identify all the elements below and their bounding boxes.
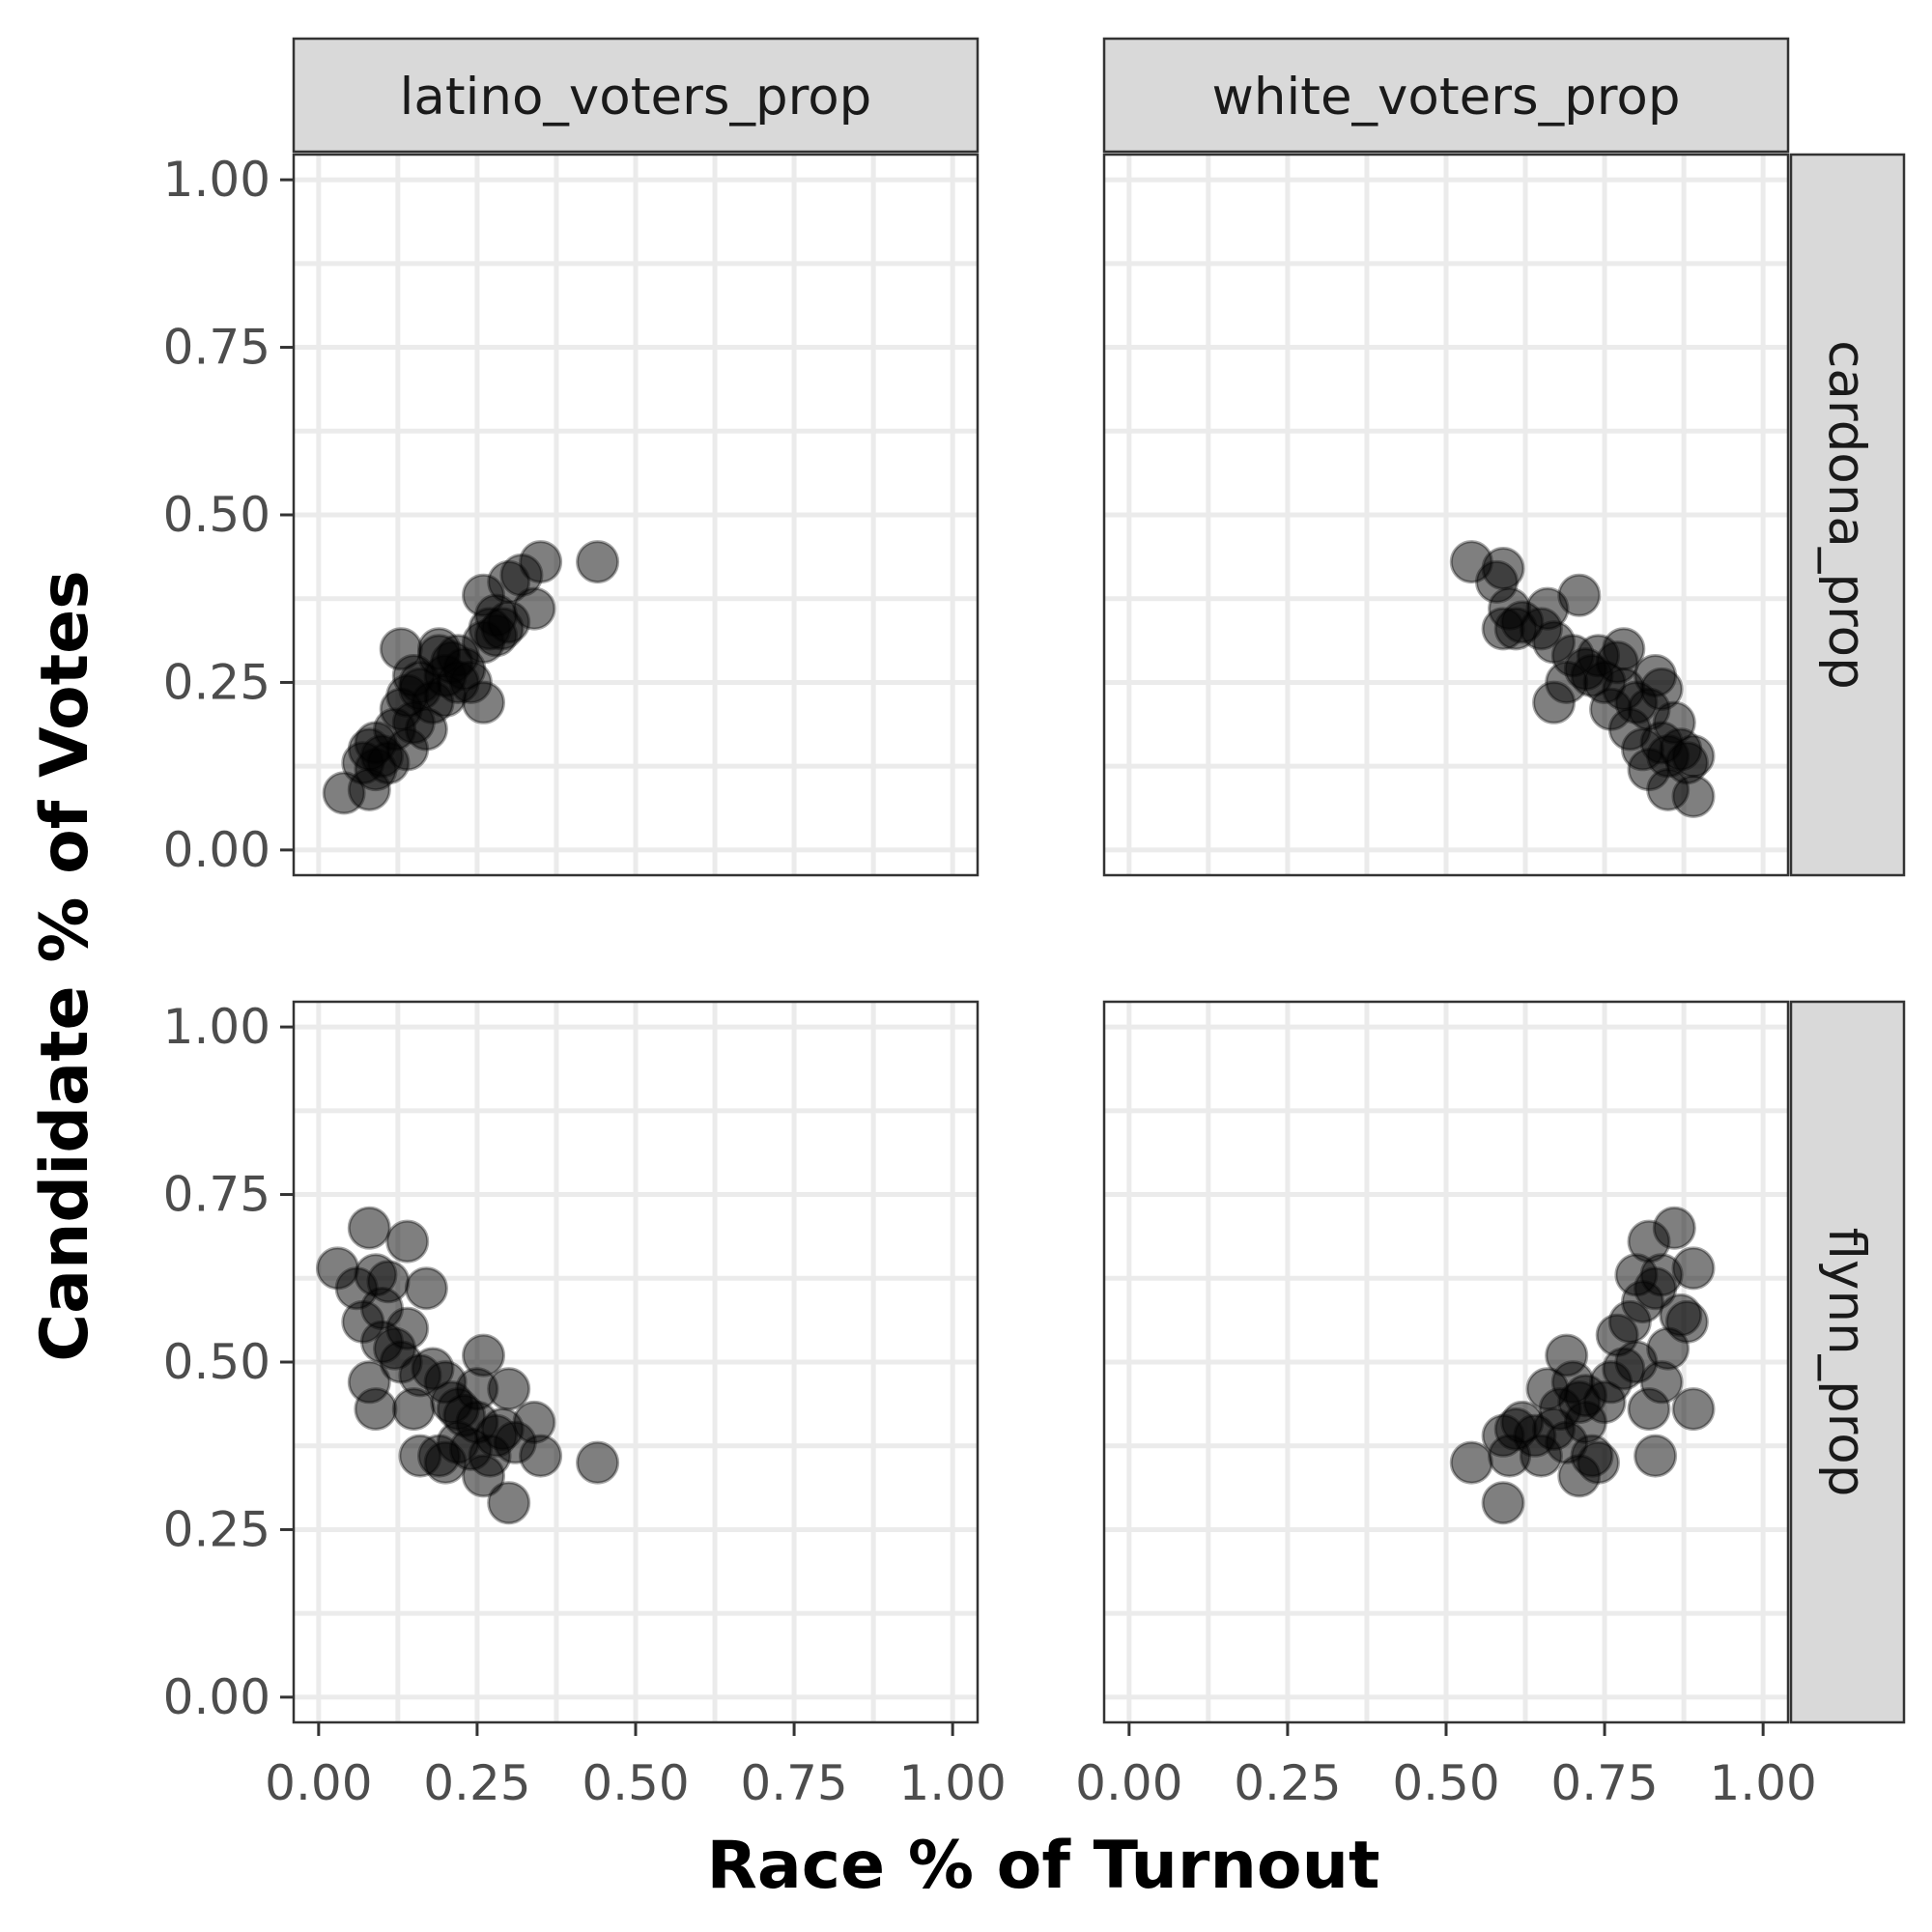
x-tick-label: 0.25 — [423, 1755, 530, 1811]
y-tick-label: 0.75 — [163, 1167, 270, 1223]
y-tick-label: 0.50 — [163, 487, 270, 543]
data-point — [1577, 1440, 1620, 1485]
y-axis-title: Candidate % of Votes — [27, 570, 103, 1362]
data-point — [462, 1333, 505, 1378]
panels-layer — [292, 153, 1790, 1724]
strip-box — [1789, 153, 1906, 877]
panel-latino_voters_prop-flynn_prop — [292, 1000, 980, 1724]
data-point — [354, 1387, 398, 1432]
y-tick-label: 0.25 — [163, 1501, 270, 1557]
strip-box — [292, 37, 980, 154]
x-tick-label: 0.25 — [1234, 1755, 1341, 1811]
data-point — [1671, 1387, 1716, 1432]
x-tick-label: 0.75 — [1550, 1755, 1658, 1811]
axes-layer: 0.00 0.25 0.50 0.75 1.00 0.00 0.25 0.50 0.75 1.00… — [163, 152, 1817, 1811]
data-point — [385, 1306, 430, 1350]
strip-label: cardona_prop — [1817, 340, 1876, 689]
x-axis-title: Race % of Turnout — [706, 1828, 1379, 1904]
panel-white_voters_prop-flynn_prop — [1102, 1000, 1790, 1724]
y-tick-label: 1.00 — [163, 999, 270, 1055]
x-tick-label: 1.00 — [1709, 1755, 1816, 1811]
strip-row-cardona_prop: cardona_prop — [1789, 153, 1906, 877]
x-tick-label: 0.00 — [1075, 1755, 1182, 1811]
strip-box — [1789, 1000, 1906, 1724]
data-point — [404, 1266, 448, 1311]
y-tick-label: 0.00 — [163, 1669, 270, 1725]
strip-column-latino_voters_prop: latino_voters_prop — [292, 37, 980, 154]
x-tick-label: 0.75 — [740, 1755, 847, 1811]
facet-strips: latino_voters_prop white_voters_propcardo… — [292, 37, 1906, 1724]
data-point — [1664, 1299, 1709, 1344]
x-tick-label: 1.00 — [898, 1755, 1006, 1811]
x-tick-label: 0.50 — [1392, 1755, 1499, 1811]
strip-column-white_voters_prop: white_voters_prop — [1102, 37, 1790, 154]
y-tick-label: 0.50 — [163, 1334, 270, 1390]
strip-row-flynn_prop: flynn_prop — [1789, 1000, 1906, 1724]
data-point — [366, 1260, 411, 1304]
x-tick-label: 0.00 — [265, 1755, 372, 1811]
data-point — [487, 1367, 531, 1411]
y-tick-label: 0.75 — [163, 320, 270, 376]
data-point — [462, 680, 505, 724]
data-point — [519, 540, 563, 584]
data-point — [1481, 1481, 1525, 1525]
panel-latino_voters_prop-cardona_prop — [292, 153, 980, 877]
data-point — [385, 1219, 430, 1264]
strip-box — [1102, 37, 1790, 154]
data-point — [347, 1206, 391, 1250]
strip-label: white_voters_prop — [1212, 68, 1681, 127]
data-point — [487, 1481, 531, 1525]
data-point — [576, 1440, 620, 1485]
data-point — [1481, 547, 1525, 590]
strip-label: flynn_prop — [1817, 1228, 1876, 1497]
panel-border — [1102, 153, 1790, 877]
y-tick-label: 1.00 — [163, 152, 270, 208]
y-tick-label: 0.00 — [163, 822, 270, 878]
y-tick-label: 0.25 — [163, 654, 270, 710]
data-point — [1671, 774, 1716, 818]
data-point — [1634, 1434, 1678, 1478]
panel-white_voters_prop-cardona_prop — [1102, 153, 1790, 877]
data-point — [576, 540, 620, 584]
data-point — [1671, 1246, 1716, 1291]
x-tick-label: 0.50 — [582, 1755, 689, 1811]
data-point — [1557, 573, 1602, 617]
data-point — [1671, 734, 1716, 779]
data-point — [519, 1434, 563, 1478]
data-point — [423, 673, 468, 718]
data-point — [512, 586, 556, 631]
data-point — [1652, 1206, 1696, 1250]
strip-label: latino_voters_prop — [400, 68, 872, 127]
